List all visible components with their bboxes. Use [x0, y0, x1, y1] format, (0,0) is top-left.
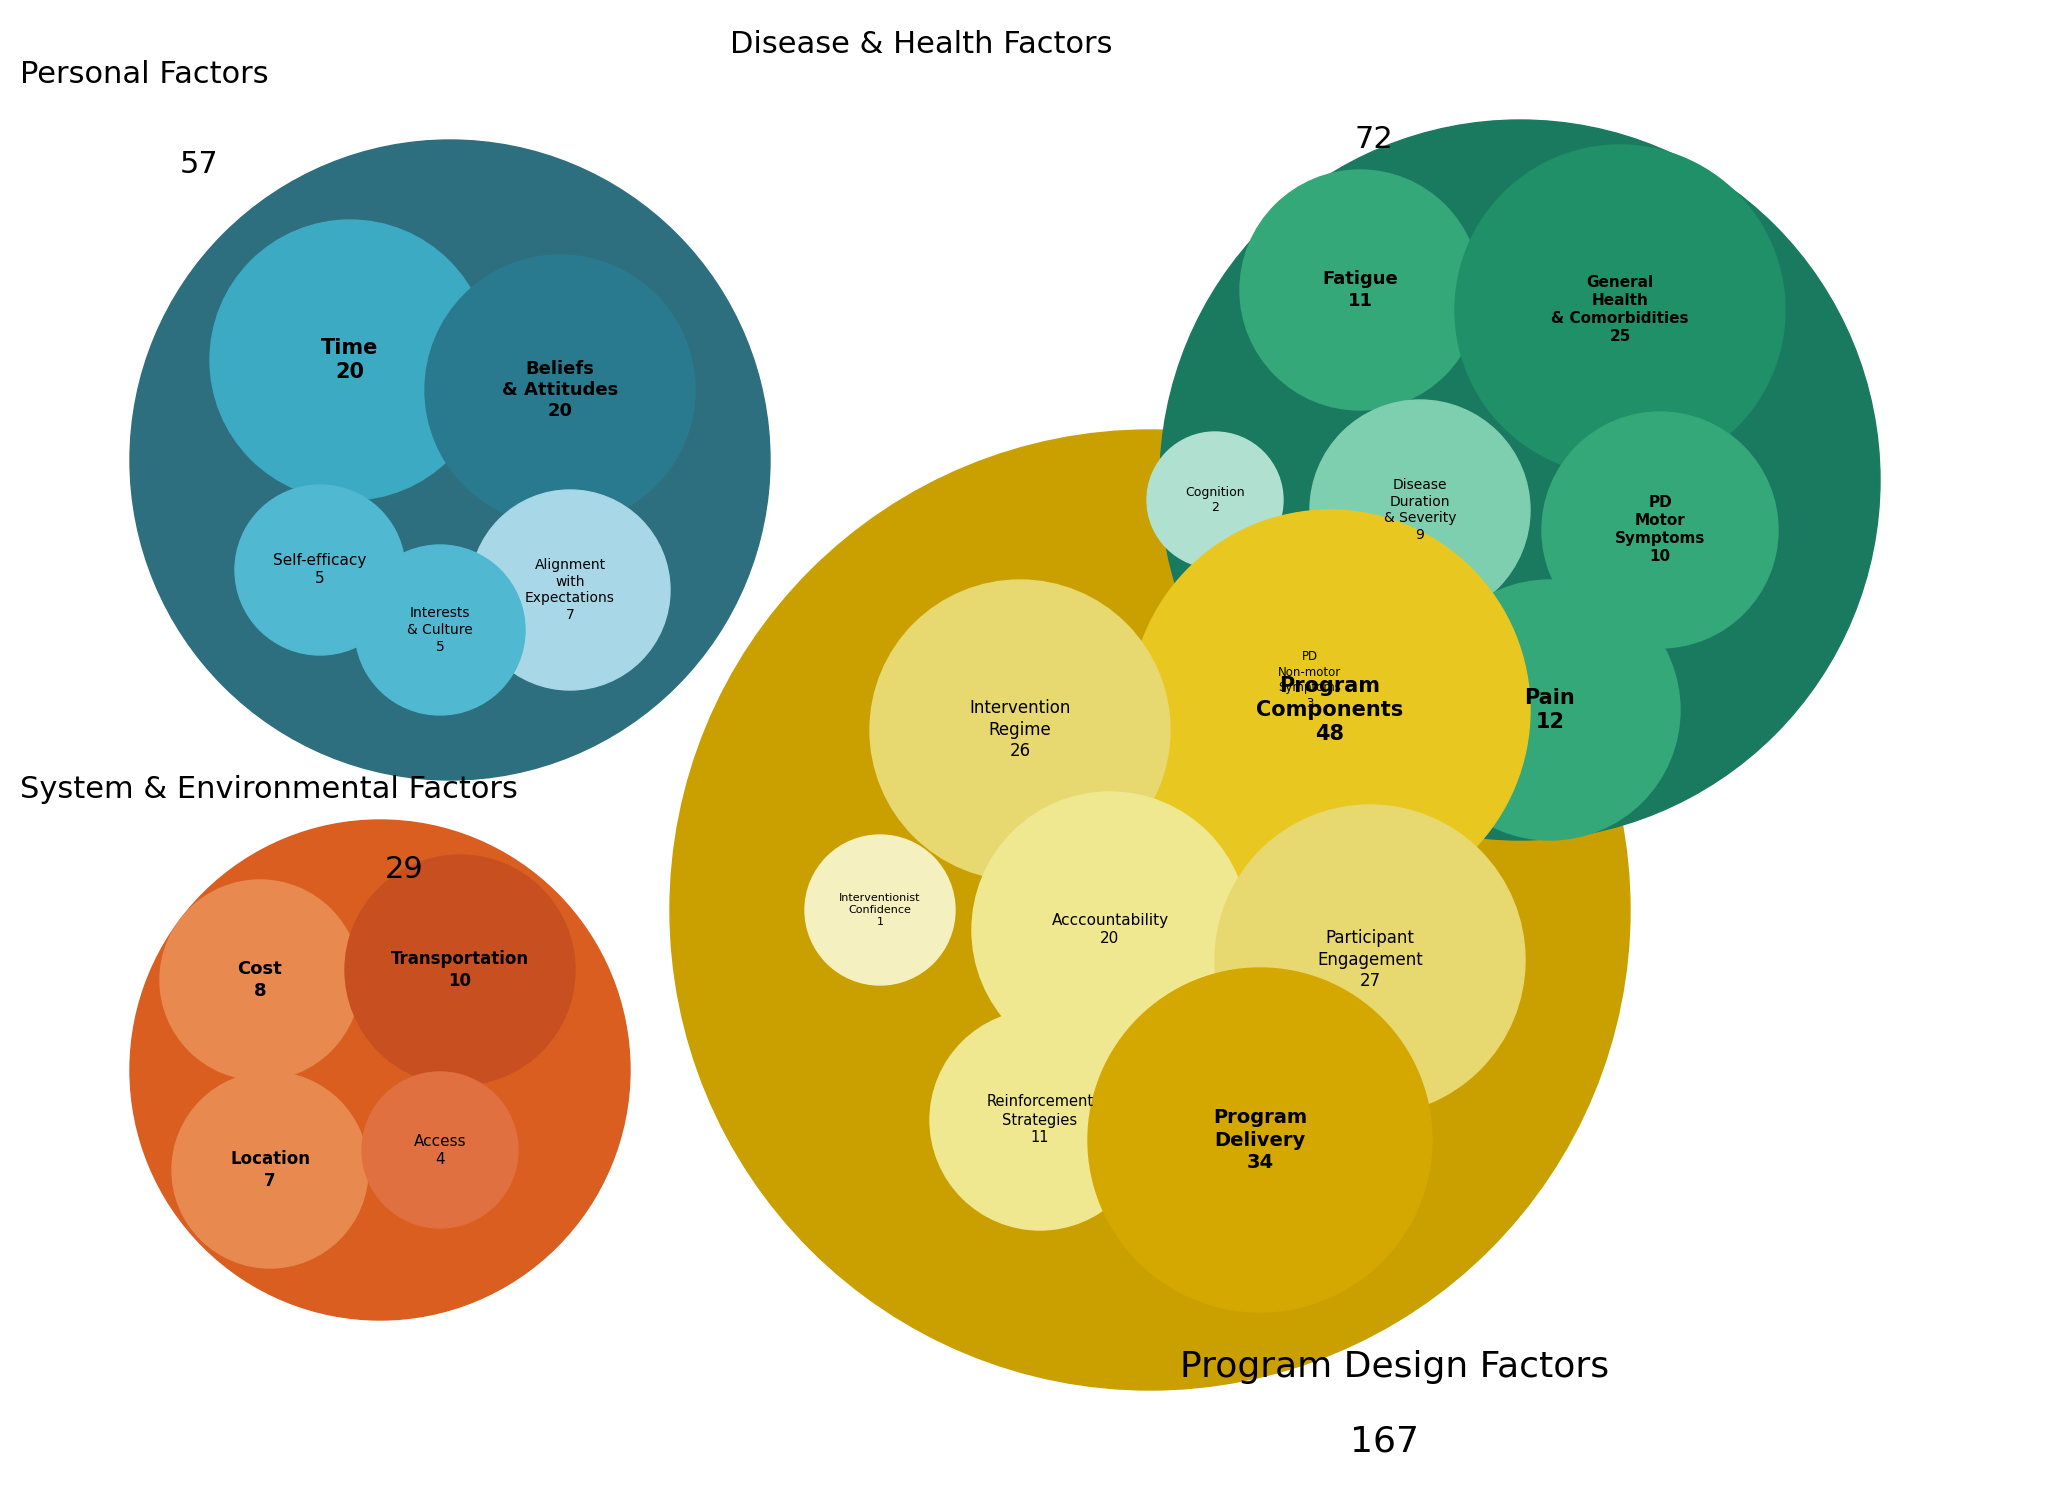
- Circle shape: [1543, 412, 1779, 648]
- Circle shape: [425, 255, 696, 525]
- Text: Time
20: Time 20: [321, 338, 379, 382]
- Text: Transportation
10: Transportation 10: [391, 950, 528, 989]
- Text: PD
Motor
Symptoms
10: PD Motor Symptoms 10: [1615, 495, 1704, 565]
- Circle shape: [1131, 510, 1530, 911]
- Circle shape: [172, 1072, 369, 1268]
- Circle shape: [806, 835, 955, 985]
- Circle shape: [362, 1072, 518, 1228]
- Text: Acccountability
20: Acccountability 20: [1052, 914, 1168, 947]
- Circle shape: [671, 430, 1630, 1391]
- Text: Personal Factors: Personal Factors: [21, 60, 269, 89]
- Text: 72: 72: [1354, 125, 1394, 154]
- Text: Reinforcement
Strategies
11: Reinforcement Strategies 11: [986, 1095, 1093, 1146]
- Text: 57: 57: [180, 149, 220, 180]
- Text: General
Health
& Comorbidities
25: General Health & Comorbidities 25: [1551, 275, 1688, 344]
- Text: Access
4: Access 4: [414, 1134, 466, 1167]
- Circle shape: [1456, 145, 1785, 476]
- Circle shape: [234, 485, 406, 655]
- Circle shape: [1160, 119, 1880, 840]
- Circle shape: [870, 580, 1170, 880]
- Text: Pain
12: Pain 12: [1524, 689, 1576, 732]
- Circle shape: [1226, 595, 1396, 766]
- Circle shape: [1311, 400, 1530, 621]
- Circle shape: [346, 855, 576, 1086]
- Text: Program
Delivery
34: Program Delivery 34: [1214, 1108, 1307, 1172]
- Text: Cost
8: Cost 8: [238, 960, 282, 1000]
- Circle shape: [1421, 580, 1680, 840]
- Circle shape: [930, 1010, 1149, 1231]
- Circle shape: [209, 220, 491, 500]
- Circle shape: [159, 880, 360, 1080]
- Text: Intervention
Regime
26: Intervention Regime 26: [969, 699, 1071, 761]
- Circle shape: [1241, 171, 1481, 411]
- Text: Disease & Health Factors: Disease & Health Factors: [729, 30, 1112, 59]
- Circle shape: [971, 793, 1249, 1068]
- Circle shape: [130, 820, 630, 1320]
- Circle shape: [130, 140, 770, 781]
- Text: System & Environmental Factors: System & Environmental Factors: [21, 775, 518, 803]
- Text: Program Design Factors: Program Design Factors: [1180, 1350, 1609, 1385]
- Text: 167: 167: [1350, 1425, 1419, 1459]
- Text: PD
Non-motor
Symptoms
3: PD Non-motor Symptoms 3: [1278, 651, 1342, 710]
- Text: Disease
Duration
& Severity
9: Disease Duration & Severity 9: [1383, 477, 1456, 542]
- Text: Interests
& Culture
5: Interests & Culture 5: [408, 606, 472, 654]
- Circle shape: [1216, 805, 1524, 1114]
- Text: Alignment
with
Expectations
7: Alignment with Expectations 7: [526, 557, 615, 622]
- Text: Participant
Engagement
27: Participant Engagement 27: [1317, 930, 1423, 991]
- Circle shape: [1087, 968, 1431, 1312]
- Text: 29: 29: [385, 855, 425, 883]
- Circle shape: [354, 545, 526, 716]
- Text: Beliefs
& Attitudes
20: Beliefs & Attitudes 20: [501, 359, 617, 420]
- Text: Fatigue
11: Fatigue 11: [1321, 270, 1398, 310]
- Text: Location
7: Location 7: [230, 1151, 311, 1190]
- Text: Self-efficacy
5: Self-efficacy 5: [273, 554, 367, 586]
- Text: Cognition
2: Cognition 2: [1185, 486, 1245, 515]
- Circle shape: [470, 491, 671, 690]
- Text: Interventionist
Confidence
1: Interventionist Confidence 1: [839, 892, 922, 927]
- Circle shape: [1147, 432, 1284, 568]
- Text: Program
Components
48: Program Components 48: [1257, 676, 1404, 744]
